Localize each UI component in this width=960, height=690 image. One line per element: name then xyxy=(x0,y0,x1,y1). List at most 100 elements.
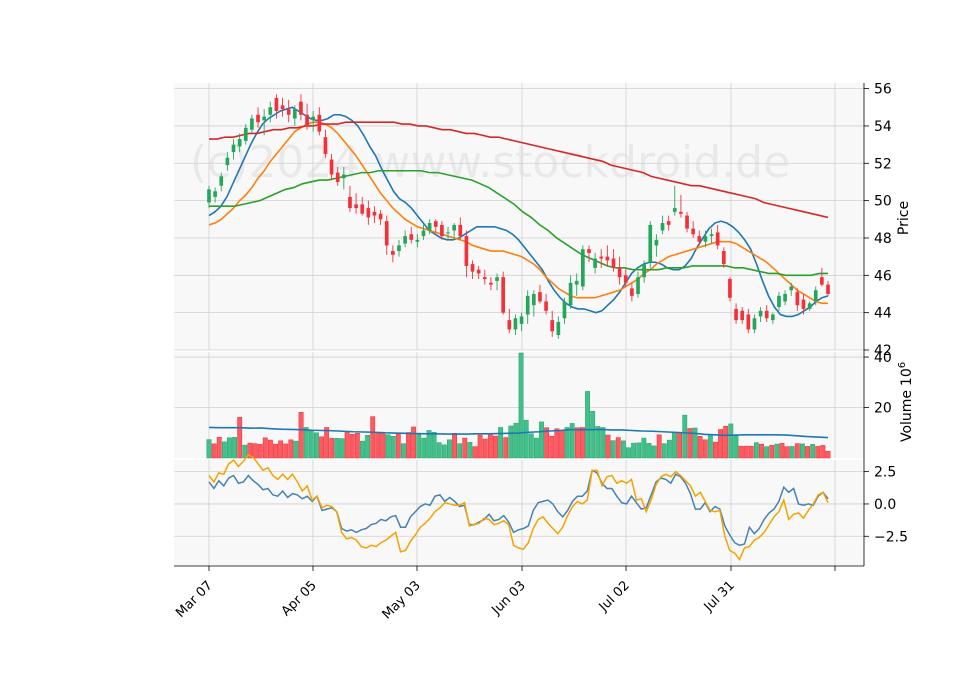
volume-bar xyxy=(605,434,611,459)
volume-bar xyxy=(799,443,805,459)
volume-bar xyxy=(329,438,335,459)
candle-body xyxy=(599,256,604,259)
candle-body xyxy=(568,282,573,306)
volume-bar xyxy=(360,440,365,459)
candle-body xyxy=(697,236,702,242)
price-axis-label: Price xyxy=(896,201,912,235)
volume-bar xyxy=(784,446,790,459)
volume-bar xyxy=(288,439,294,459)
volume-bar xyxy=(574,427,580,459)
volume-bar xyxy=(544,427,550,459)
volume-bar xyxy=(580,427,585,459)
candle-body xyxy=(286,109,291,115)
volume-tick-label: 40 xyxy=(874,350,892,366)
grid-lines xyxy=(174,83,864,566)
candle-body xyxy=(231,144,236,153)
volume-bar xyxy=(365,435,371,459)
oscillator-tick-label: 0.0 xyxy=(874,497,896,513)
volume-bar xyxy=(539,421,544,459)
candle-body xyxy=(764,310,769,319)
volume-axis-label: Volume xyxy=(899,390,915,442)
candle-body xyxy=(728,279,732,298)
price-tick-label: 50 xyxy=(874,194,892,210)
volume-bar xyxy=(324,427,330,459)
volume-bar xyxy=(334,438,340,459)
volume-bar xyxy=(743,445,749,459)
volume-bar xyxy=(626,447,631,459)
candle-body xyxy=(679,211,683,214)
candle-body xyxy=(213,191,217,197)
candle-body xyxy=(703,236,708,242)
candle-body xyxy=(501,277,506,313)
candle-body xyxy=(268,107,273,115)
candle-body xyxy=(421,230,426,237)
watermark: (c)2024 www.stockdroid.de xyxy=(190,137,790,188)
candle-body xyxy=(826,284,830,294)
candle-body xyxy=(458,224,463,237)
oscillator-panel-background xyxy=(174,460,864,566)
volume-bar xyxy=(759,443,764,459)
candle-body xyxy=(384,221,389,246)
volume-bar xyxy=(528,433,534,459)
candle-body xyxy=(250,118,254,130)
candle-body xyxy=(685,215,689,229)
volume-bar xyxy=(252,443,258,459)
candle-body xyxy=(391,251,395,255)
candle-body xyxy=(323,137,328,154)
volume-average-line xyxy=(208,426,829,439)
candle-body xyxy=(617,267,622,278)
volume-bar xyxy=(472,446,478,459)
volume-bar xyxy=(682,414,688,459)
volume-bar xyxy=(232,437,238,459)
price-tick-label: 44 xyxy=(874,306,892,322)
candle-body xyxy=(550,320,555,332)
volume-bar xyxy=(615,437,621,459)
volume-bar xyxy=(262,437,268,459)
volume-bar xyxy=(390,436,396,459)
candle-body xyxy=(807,303,812,309)
candle-body xyxy=(311,116,316,121)
volume-bar xyxy=(779,443,785,459)
volume-bar xyxy=(707,434,713,459)
candle-body xyxy=(715,232,720,246)
volume-bar xyxy=(278,440,284,459)
candle-body xyxy=(464,236,469,266)
volume-bar xyxy=(447,439,452,459)
candle-body xyxy=(341,174,346,179)
volume-tick-label: 20 xyxy=(874,401,892,417)
volume-bar xyxy=(518,352,524,459)
volume-bar xyxy=(610,440,616,459)
sma-long-line xyxy=(209,169,828,277)
candle-body xyxy=(452,224,456,231)
volume-bar xyxy=(385,434,391,459)
candle-body xyxy=(672,208,677,212)
volume-bar xyxy=(513,422,519,459)
candle-body xyxy=(348,196,352,209)
volume-bar xyxy=(620,440,626,459)
volume-bar xyxy=(431,432,437,459)
candle-body xyxy=(317,114,322,132)
candle-body xyxy=(795,292,800,306)
candle-body xyxy=(587,249,591,253)
volume-bar xyxy=(549,436,555,459)
volume-bars xyxy=(206,352,831,459)
candle-body xyxy=(433,221,438,227)
volume-bar xyxy=(559,429,565,459)
volume-bar xyxy=(723,425,729,459)
volume-bar xyxy=(441,444,447,459)
candle-body xyxy=(280,105,285,110)
volume-bar xyxy=(554,428,560,459)
candle-body xyxy=(666,221,671,225)
volume-bar xyxy=(242,444,248,459)
volume-bar xyxy=(467,442,473,459)
candle-body xyxy=(721,251,726,265)
candle-body xyxy=(513,318,518,330)
sma-longest-line xyxy=(209,121,829,219)
volume-bar xyxy=(805,446,810,459)
volume-bar xyxy=(493,435,498,459)
volume-bar xyxy=(503,437,509,459)
volume-bar xyxy=(319,436,324,459)
volume-bar xyxy=(400,443,406,459)
volume-bar xyxy=(308,430,314,459)
volume-bar xyxy=(339,438,345,459)
